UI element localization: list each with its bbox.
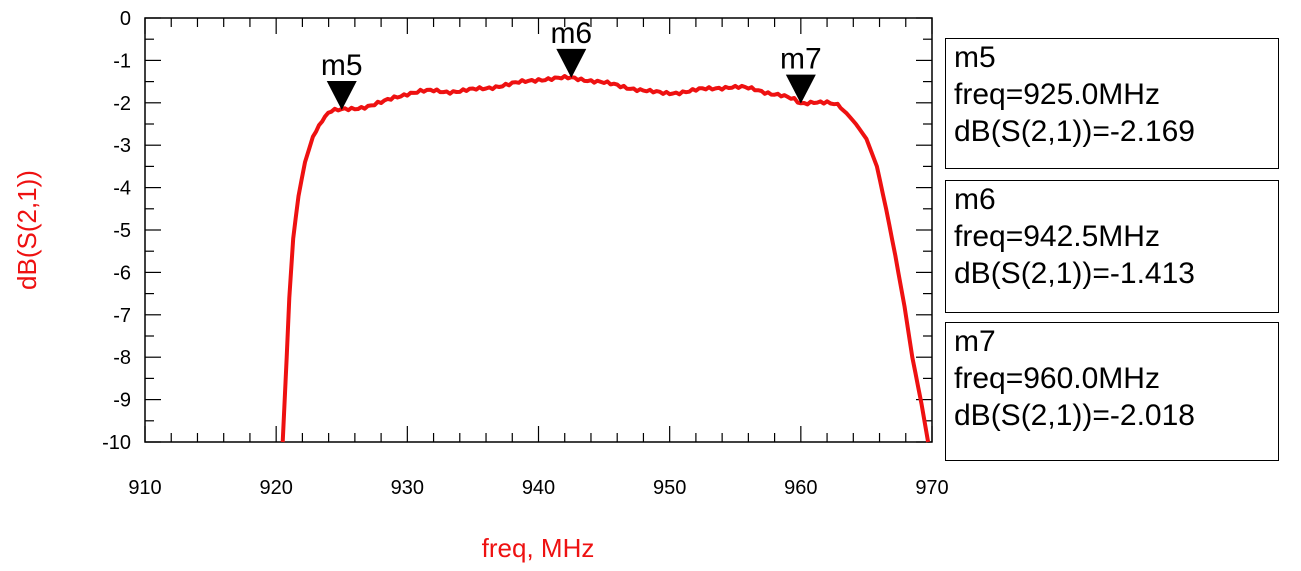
y-tick-label: -8 (113, 347, 131, 369)
y-tick-label: -3 (113, 135, 131, 157)
marker-readout-name: m5 (954, 41, 996, 74)
marker-readout-name: m6 (954, 183, 996, 216)
marker-readout-value: dB(S(2,1))=-2.018 (954, 399, 1195, 432)
x-axis-title: freq, MHz (482, 533, 595, 563)
marker-readout-value: dB(S(2,1))=-2.169 (954, 115, 1195, 148)
marker-readout-m5: m5 freq=925.0MHz dB(S(2,1))=-2.169 (945, 38, 1279, 169)
x-tick-label: 930 (391, 477, 424, 499)
marker-label-m6: m6 (550, 17, 592, 50)
y-axis-title: dB(S(2,1)) (12, 170, 42, 290)
y-tick-label: -5 (113, 220, 131, 242)
marker-readout-freq: freq=960.0MHz (954, 362, 1160, 395)
marker-label-m5: m5 (321, 49, 363, 82)
y-tick-label: 0 (120, 8, 131, 30)
marker-group: m5 m6 m7 (321, 17, 822, 110)
y-tick-label: -4 (113, 178, 131, 200)
x-tick-label: 960 (784, 477, 817, 499)
marker-label-m7: m7 (780, 43, 822, 76)
y-tick-label: -10 (102, 432, 131, 454)
x-tick-label: 910 (128, 477, 161, 499)
marker-readout-freq: freq=925.0MHz (954, 78, 1160, 111)
marker-triangle-m5 (326, 80, 357, 110)
axis-ticks (144, 17, 933, 443)
y-tick-label: -1 (113, 50, 131, 72)
series-line (280, 74, 931, 443)
y-tick-label: -6 (113, 262, 131, 284)
marker-readout-m6: m6 freq=942.5MHz dB(S(2,1))=-1.413 (945, 180, 1279, 313)
y-tick-label: -9 (113, 390, 131, 412)
y-tick-label: -2 (113, 93, 131, 115)
marker-readout-m7: m7 freq=960.0MHz dB(S(2,1))=-2.018 (945, 322, 1279, 461)
marker-readout-value: dB(S(2,1))=-1.413 (954, 257, 1195, 290)
axis-tick-labels: 910 920 930 940 950 960 970 0 -1 -2 -3 -4 -5 -6 -7 -8 -9… (102, 8, 949, 499)
series-group (280, 74, 931, 443)
marker-readout-freq: freq=942.5MHz (954, 220, 1160, 253)
x-tick-label: 950 (653, 477, 686, 499)
marker-triangle-m7 (785, 74, 816, 104)
marker-triangle-m6 (556, 48, 587, 78)
marker-readout-name: m7 (954, 325, 996, 358)
x-tick-label: 940 (522, 477, 555, 499)
x-tick-label: 920 (259, 477, 292, 499)
y-tick-label: -7 (113, 305, 131, 327)
x-tick-label: 970 (915, 477, 948, 499)
